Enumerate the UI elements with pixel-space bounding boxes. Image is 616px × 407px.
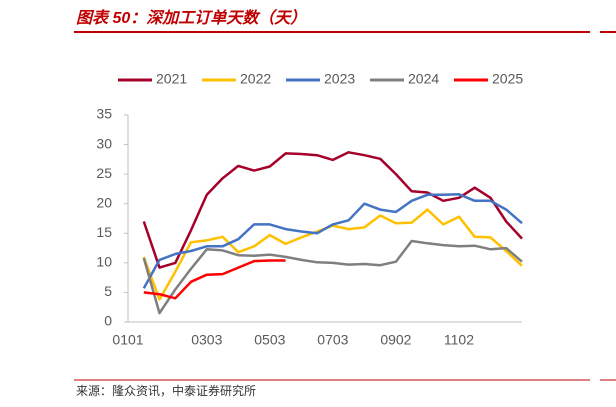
legend-label: 2023 [324, 71, 355, 87]
series-line [142, 239, 523, 315]
series-line [142, 193, 523, 289]
x-tick-label: 1102 [444, 332, 474, 348]
y-tick-label: 20 [96, 194, 112, 210]
chart-title: 图表 50：深加工订单天数（天） [76, 8, 306, 27]
legend-label: 2022 [240, 71, 271, 87]
x-tick-label: 0303 [191, 332, 222, 348]
y-tick-label: 35 [96, 106, 112, 122]
x-tick-label: 0101 [112, 332, 143, 348]
y-tick-label: 15 [96, 224, 112, 240]
series-line [142, 208, 523, 301]
source: 来源：隆众资讯，中泰证券研究所 [76, 383, 256, 398]
legend-label: 2021 [156, 71, 187, 87]
y-tick-label: 10 [96, 254, 112, 270]
x-tick-label: 0902 [380, 332, 411, 348]
x-tick-label: 0703 [317, 332, 348, 348]
y-tick-label: 30 [96, 135, 112, 151]
y-tick-label: 25 [96, 165, 112, 181]
series-line [142, 151, 523, 269]
legend-label: 2025 [492, 71, 523, 87]
series-line [143, 259, 286, 300]
y-tick-label: 0 [104, 313, 112, 329]
y-tick-label: 5 [104, 283, 112, 299]
x-tick-label: 0503 [254, 332, 285, 348]
legend-label: 2024 [408, 71, 439, 87]
